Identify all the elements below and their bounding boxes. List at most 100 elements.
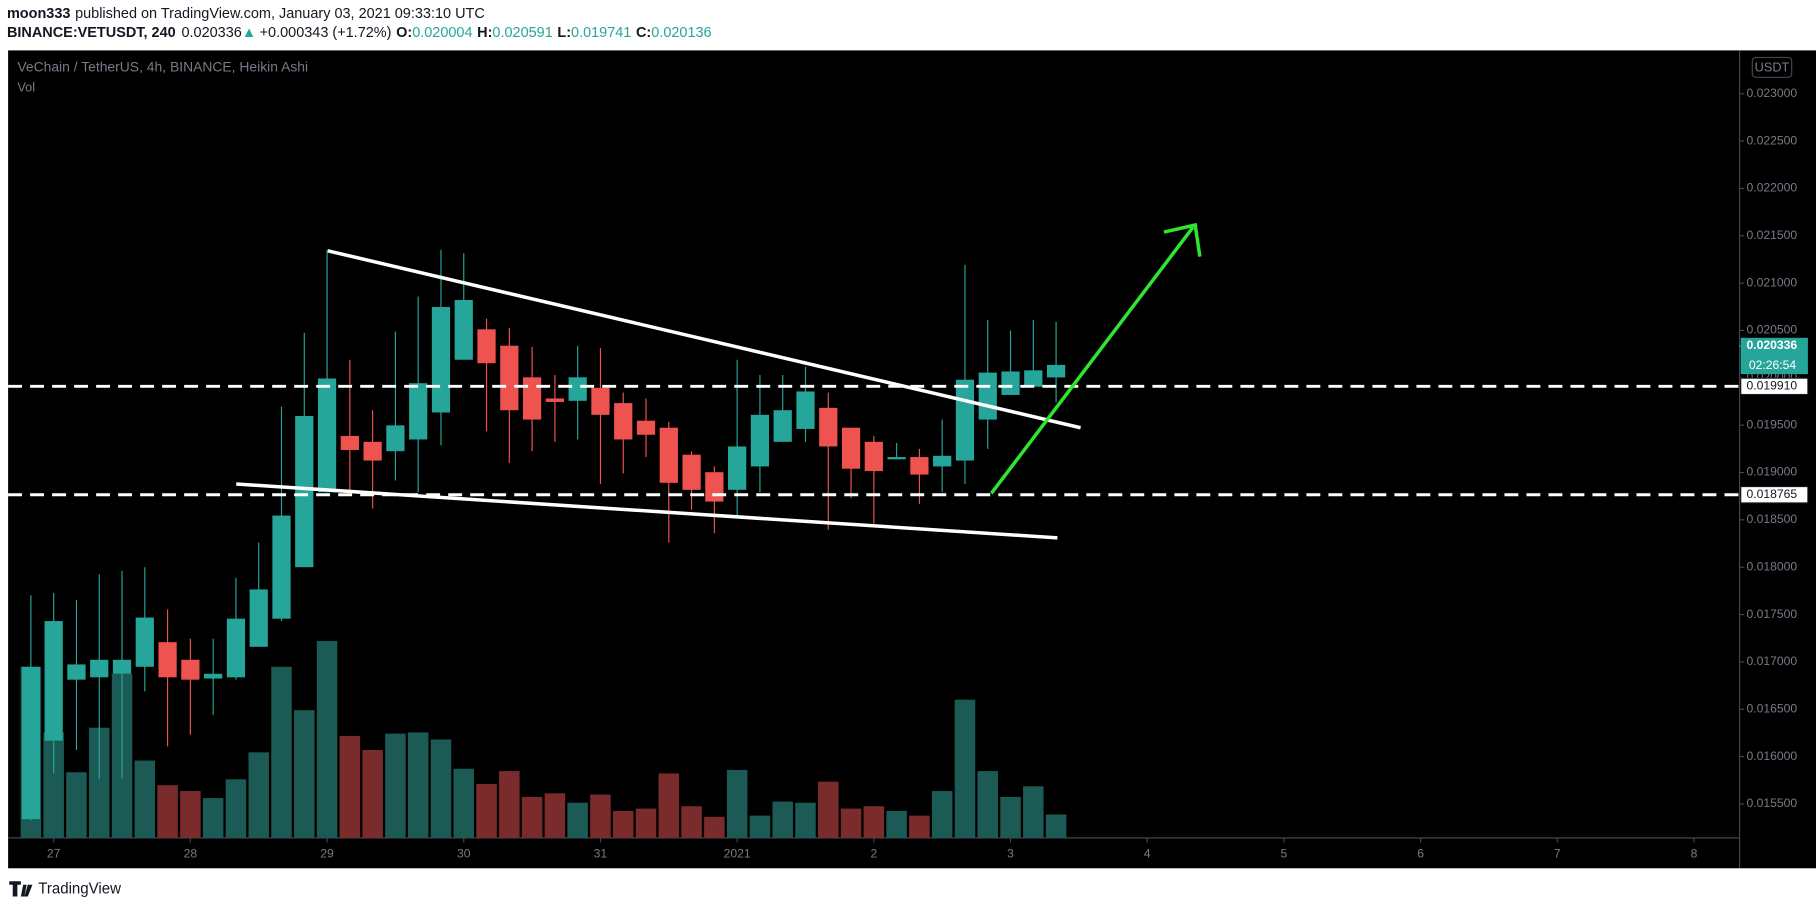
countdown: 02:26:54 <box>1749 358 1796 372</box>
candle-body <box>910 457 929 475</box>
y-tick-label: 0.017500 <box>1747 607 1798 621</box>
header-line-2: BINANCE:VETUSDT, 240 0.020336▲ +0.000343 (… <box>7 25 712 41</box>
candle-body <box>67 664 86 680</box>
candle-body <box>750 414 770 467</box>
x-tick-label: 2021 <box>724 846 751 860</box>
x-tick-label: 7 <box>1554 846 1561 860</box>
y-tick-label: 0.022000 <box>1747 181 1798 195</box>
x-tick-label: 8 <box>1691 846 1698 860</box>
candle-body <box>1046 364 1066 378</box>
volume-bar <box>476 783 497 838</box>
candle-body <box>135 617 154 667</box>
l-value: 0.019741 <box>571 25 631 41</box>
volume-bar <box>704 816 725 838</box>
candle-body <box>21 666 41 820</box>
volume-bar <box>681 806 702 838</box>
volume-bar <box>134 760 156 838</box>
published: published on TradingView.com, January 03… <box>75 6 485 22</box>
volume-bar <box>590 794 611 838</box>
candle-body <box>887 457 906 460</box>
candle-body <box>204 673 223 679</box>
candle-body <box>636 420 656 435</box>
y-tick-label: 0.018000 <box>1747 559 1798 573</box>
volume-bar <box>66 772 87 838</box>
volume-bar <box>795 802 816 838</box>
candle-body <box>249 589 268 647</box>
candle-body <box>591 387 610 415</box>
y-tick-label: 0.020500 <box>1747 323 1798 337</box>
y-tick-label: 0.015500 <box>1747 796 1798 810</box>
candle-body <box>659 427 678 483</box>
volume-bar <box>316 641 338 838</box>
symbol: BINANCE:VETUSDT, 240 <box>7 25 176 41</box>
volume-bar <box>726 769 748 838</box>
y-tick-label: 0.019500 <box>1747 417 1798 431</box>
candle-body <box>181 659 200 680</box>
volume-bar <box>567 802 588 838</box>
volume-bar <box>977 771 998 838</box>
candle-body <box>773 410 792 442</box>
y-tick-label: 0.022500 <box>1747 133 1798 147</box>
volume-bar <box>180 791 201 838</box>
h-value: 0.020591 <box>492 25 552 41</box>
candle-body <box>933 455 952 467</box>
candle-body <box>682 454 701 490</box>
y-tick-label: 0.021000 <box>1747 275 1798 289</box>
volume-bar <box>157 785 178 838</box>
x-tick-label: 29 <box>320 846 334 860</box>
last-price-box <box>1740 337 1808 375</box>
volume-bar <box>931 791 953 838</box>
o-label: O: <box>396 25 412 41</box>
trendline-lower <box>236 482 1058 540</box>
candle-body <box>112 659 132 674</box>
x-tick-label: 2 <box>870 846 877 860</box>
c-label: C: <box>636 25 651 41</box>
y-tick-label: 0.023000 <box>1747 86 1798 100</box>
candle-body <box>500 345 519 411</box>
price-line-label: 0.019910 <box>1747 379 1798 393</box>
volume-bar <box>658 773 680 838</box>
chart-title: VeChain / TetherUS, 4h, BINANCE, Heikin … <box>17 59 308 75</box>
candle-body <box>819 407 838 447</box>
volume-bar <box>544 793 566 838</box>
candle-body <box>1001 371 1020 395</box>
logo <box>9 881 33 897</box>
volume-bar <box>818 781 839 838</box>
candle-body <box>363 441 382 461</box>
volume-bar <box>863 806 885 838</box>
volume-bar <box>1000 796 1021 838</box>
price-line-box <box>1740 377 1809 396</box>
volume-bar <box>521 796 543 838</box>
candle-body <box>955 379 975 461</box>
candle-body <box>728 446 747 490</box>
price-line-box <box>1740 485 1809 504</box>
candle-body <box>226 618 246 678</box>
volume-bar <box>886 810 907 838</box>
volume-bar <box>294 710 315 838</box>
price-line-label: 0.018765 <box>1747 487 1798 501</box>
candle-body <box>705 472 724 502</box>
candle-body <box>841 427 861 469</box>
currency-box <box>1751 56 1793 78</box>
y-tick-label: 0.016000 <box>1747 749 1798 763</box>
volume-bar <box>362 750 383 838</box>
candle-body <box>978 372 997 420</box>
candle-body <box>477 329 496 364</box>
volume-bar <box>271 666 292 838</box>
volume-bar <box>749 815 771 838</box>
volume-bar <box>909 815 930 838</box>
x-tick-label: 30 <box>457 846 471 860</box>
volume-bar <box>430 739 452 838</box>
y-tick-label: 0.021500 <box>1747 228 1798 242</box>
candle-body <box>614 403 633 440</box>
currency: USDT <box>1755 59 1790 74</box>
candle-body <box>431 306 451 413</box>
volume-bar <box>407 732 429 838</box>
volume-bar <box>1023 786 1044 838</box>
y-tick-label: 0.018500 <box>1747 512 1798 526</box>
candle-body <box>90 659 109 678</box>
candle-body <box>864 441 883 472</box>
volume-bar <box>1045 814 1067 838</box>
candle-body <box>295 415 314 568</box>
